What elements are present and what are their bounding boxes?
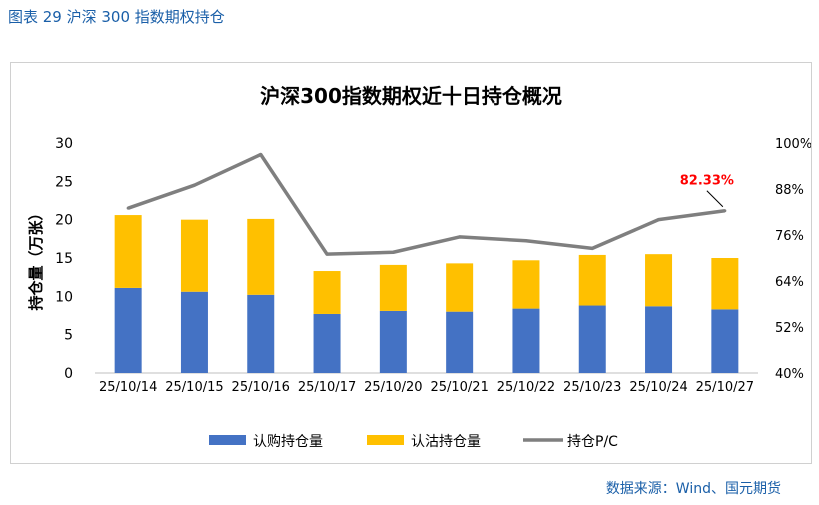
bar-put	[645, 254, 673, 307]
y-tick-label: 30	[55, 136, 73, 152]
pc-point	[723, 209, 727, 213]
y2-tick-label: 100%	[775, 137, 811, 152]
pc-point	[524, 239, 528, 243]
y2-tick-label: 64%	[775, 275, 804, 290]
figure-title: 图表 29 沪深 300 指数期权持仓	[8, 8, 225, 26]
bar-call	[711, 309, 739, 373]
y2-tick-label: 40%	[775, 367, 804, 382]
chart-title: 沪深300指数期权近十日持仓概况	[260, 84, 562, 108]
bar-put	[379, 264, 407, 311]
x-tick-label: 25/10/22	[497, 380, 555, 395]
bar-call	[247, 294, 275, 373]
annotation-label: 82.33%	[680, 174, 734, 189]
bar-put	[578, 254, 606, 306]
bar-put	[180, 219, 208, 292]
legend: 认购持仓量 认沽持仓量 持仓P/C	[209, 434, 618, 450]
y-tick-label: 20	[55, 213, 73, 229]
pc-point	[590, 246, 594, 250]
bar-put	[446, 263, 474, 312]
pc-point	[391, 250, 395, 254]
x-tick-label: 25/10/14	[99, 380, 157, 395]
bar-call	[313, 313, 341, 373]
bar-call	[446, 311, 474, 373]
y2-tick-label: 76%	[775, 229, 804, 244]
bar-put	[313, 271, 341, 314]
y-axis-label: 持仓量（万张）	[27, 205, 45, 310]
bar-call	[180, 291, 208, 373]
x-tick-label: 25/10/15	[165, 380, 223, 395]
x-tick-label: 25/10/27	[696, 380, 754, 395]
y2-tick-label: 88%	[775, 183, 804, 198]
x-tick-label: 25/10/24	[629, 380, 687, 395]
y-tick-label: 25	[55, 174, 73, 190]
pc-line-group	[126, 152, 727, 256]
annotation-group: 82.33%	[680, 174, 734, 208]
y-tick-label: 5	[64, 328, 73, 344]
bar-put	[711, 258, 739, 310]
pc-line	[127, 152, 726, 256]
x-tick-label: 25/10/20	[364, 380, 422, 395]
y2-tick-label: 52%	[775, 321, 804, 336]
chart-container: 沪深300指数期权近十日持仓概况 0 5 10 15 20 25 30 40% 52% 64% 7…	[10, 62, 812, 464]
pc-point	[657, 218, 661, 222]
source-note: 数据来源：Wind、国元期货	[605, 481, 781, 497]
bars-group	[114, 215, 739, 373]
pc-point	[259, 153, 263, 156]
bar-call	[114, 287, 142, 373]
pc-point	[458, 235, 462, 239]
bar-call	[578, 305, 606, 373]
bar-put	[247, 218, 275, 295]
pc-point	[192, 183, 196, 187]
x-tick-label: 25/10/21	[430, 380, 488, 395]
bar-put	[512, 260, 540, 309]
y-axis-left-ticks: 0 5 10 15 20 25 30	[55, 136, 73, 382]
bar-put	[114, 215, 142, 288]
annotation-leader	[706, 190, 724, 208]
x-tick-label: 25/10/23	[563, 380, 621, 395]
legend-call-label: 认购持仓量	[253, 434, 323, 450]
y-tick-label: 15	[55, 251, 73, 267]
bar-call	[379, 310, 407, 373]
legend-call-swatch	[209, 435, 246, 445]
x-axis-labels: 25/10/14 25/10/15 25/10/16 25/10/17 25/10/20…	[99, 380, 754, 395]
pc-point	[325, 252, 329, 256]
x-tick-label: 25/10/17	[298, 380, 356, 395]
y-tick-label: 10	[55, 289, 73, 305]
pc-point	[126, 206, 130, 210]
y-tick-label: 0	[64, 366, 73, 382]
legend-put-swatch	[367, 435, 404, 445]
bar-call	[512, 308, 540, 373]
legend-put-label: 认沽持仓量	[411, 434, 481, 450]
y-axis-right-ticks: 40% 52% 64% 76% 88% 100%	[775, 137, 812, 382]
chart-svg: 沪深300指数期权近十日持仓概况 0 5 10 15 20 25 30 40% 52% 64% 7…	[27, 84, 812, 450]
bar-call	[645, 306, 673, 373]
legend-pc-label: 持仓P/C	[567, 434, 618, 450]
x-tick-label: 25/10/16	[232, 380, 290, 395]
